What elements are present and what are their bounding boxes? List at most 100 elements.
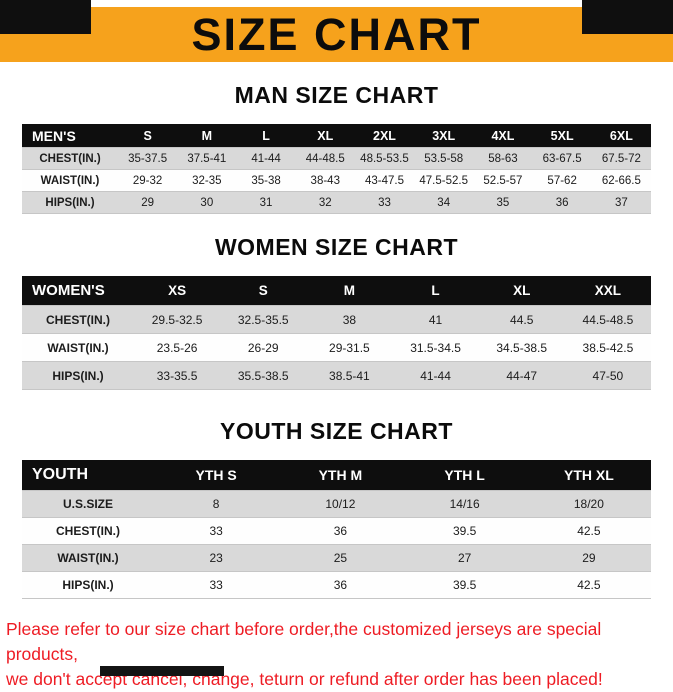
size-value: 27	[402, 544, 527, 572]
women-size-section: WOMEN SIZE CHART WOMEN'S XS S M L XL XXL CHEST(…	[0, 234, 673, 390]
youth-section-heading: YOUTH SIZE CHART	[220, 418, 453, 444]
size-value: 31.5-34.5	[392, 333, 479, 362]
row-label: U.S.SIZE	[22, 490, 154, 518]
size-value: 30	[177, 191, 237, 214]
column-header: XL	[478, 276, 565, 306]
size-value: 32	[295, 191, 355, 214]
size-value: 58-63	[473, 147, 533, 170]
column-header: 4XL	[473, 124, 533, 148]
column-header: YTH M	[278, 460, 403, 491]
size-value: 31	[236, 191, 296, 214]
size-value: 39.5	[402, 571, 527, 599]
youth-size-table: YOUTH YTH S YTH M YTH L YTH XL U.S.SIZE 8 10/12…	[22, 460, 651, 599]
size-value: 33	[354, 191, 415, 214]
table-title-cell: YOUTH	[22, 460, 154, 491]
header-row: WOMEN'S XS S M L XL XXL	[22, 276, 651, 306]
size-value: 32.5-35.5	[220, 305, 307, 334]
table-row: CHEST(IN.) 35-37.5 37.5-41 41-44 44-48.5 48.5…	[22, 147, 651, 170]
size-value: 18/20	[526, 490, 651, 518]
size-value: 29	[118, 191, 178, 214]
size-value: 23.5-26	[134, 333, 221, 362]
row-label: HIPS(IN.)	[22, 571, 154, 599]
size-value: 36	[278, 571, 403, 599]
size-value: 10/12	[278, 490, 403, 518]
size-value: 33	[154, 571, 279, 599]
men-section-heading: MAN SIZE CHART	[234, 82, 439, 108]
size-value: 36	[278, 517, 403, 545]
page-title: SIZE CHART	[191, 9, 482, 60]
size-value: 38.5-41	[306, 361, 393, 390]
men-size-table: MEN'S S M L XL 2XL 3XL 4XL 5XL 6XL CHEST(IN.) 35-37…	[22, 124, 651, 214]
table-row: U.S.SIZE 8 10/12 14/16 18/20	[22, 490, 651, 518]
size-value: 57-62	[532, 169, 592, 192]
row-label: CHEST(IN.)	[22, 305, 134, 334]
size-value: 44-48.5	[295, 147, 355, 170]
size-value: 29-31.5	[306, 333, 393, 362]
size-value: 34	[414, 191, 474, 214]
size-value: 39.5	[402, 517, 527, 545]
size-value: 43-47.5	[354, 169, 415, 192]
size-value: 23	[154, 544, 279, 572]
size-value: 29-32	[118, 169, 178, 192]
size-value: 42.5	[526, 517, 651, 545]
size-value: 38-43	[295, 169, 355, 192]
women-size-table: WOMEN'S XS S M L XL XXL CHEST(IN.) 29.5-32.5 32.5…	[22, 276, 651, 390]
size-value: 35-38	[236, 169, 296, 192]
size-value: 42.5	[526, 571, 651, 599]
size-value: 35.5-38.5	[220, 361, 307, 390]
size-value: 37	[591, 191, 651, 214]
column-header: S	[118, 124, 178, 148]
bottom-edge-decoration	[100, 666, 224, 676]
men-size-section: MAN SIZE CHART MEN'S S M L XL 2XL 3XL 4XL 5XL 6XL…	[0, 82, 673, 214]
table-row: CHEST(IN.) 33 36 39.5 42.5	[22, 517, 651, 545]
size-value: 41	[392, 305, 479, 334]
size-value: 34.5-38.5	[478, 333, 565, 362]
size-value: 33-35.5	[134, 361, 221, 390]
size-value: 37.5-41	[177, 147, 237, 170]
youth-size-section: YOUTH SIZE CHART YOUTH YTH S YTH M YTH L YTH…	[0, 418, 673, 599]
table-row: HIPS(IN.) 33 36 39.5 42.5	[22, 571, 651, 599]
size-value: 47.5-52.5	[414, 169, 474, 192]
column-header: 6XL	[591, 124, 651, 148]
column-header: 5XL	[532, 124, 592, 148]
size-value: 62-66.5	[591, 169, 651, 192]
column-header: S	[220, 276, 307, 306]
column-header: L	[392, 276, 479, 306]
size-value: 41-44	[392, 361, 479, 390]
size-value: 48.5-53.5	[354, 147, 415, 170]
size-value: 32-35	[177, 169, 237, 192]
size-value: 52.5-57	[473, 169, 533, 192]
table-title-cell: MEN'S	[22, 124, 118, 148]
row-label: WAIST(IN.)	[22, 544, 154, 572]
column-header: YTH S	[154, 460, 279, 491]
size-value: 47-50	[564, 361, 651, 390]
size-value: 35-37.5	[118, 147, 178, 170]
size-value: 41-44	[236, 147, 296, 170]
column-header: 3XL	[414, 124, 474, 148]
size-value: 29.5-32.5	[134, 305, 221, 334]
size-value: 29	[526, 544, 651, 572]
column-header: M	[177, 124, 237, 148]
table-row: WAIST(IN.) 29-32 32-35 35-38 38-43 43-47.5 47.…	[22, 169, 651, 192]
table-row: WAIST(IN.) 23.5-26 26-29 29-31.5 31.5-34.5 34…	[22, 333, 651, 362]
size-value: 44-47	[478, 361, 565, 390]
table-row: WAIST(IN.) 23 25 27 29	[22, 544, 651, 572]
size-value: 35	[473, 191, 533, 214]
notice-line-1: Please refer to our size chart before or…	[6, 619, 602, 664]
size-value: 38	[306, 305, 393, 334]
column-header: L	[236, 124, 296, 148]
size-value: 44.5	[478, 305, 565, 334]
table-row: HIPS(IN.) 33-35.5 35.5-38.5 38.5-41 41-44 44-…	[22, 361, 651, 390]
row-label: CHEST(IN.)	[22, 147, 118, 170]
size-value: 53.5-58	[414, 147, 474, 170]
row-label: WAIST(IN.)	[22, 169, 118, 192]
size-value: 44.5-48.5	[564, 305, 651, 334]
row-label: HIPS(IN.)	[22, 361, 134, 390]
size-value: 14/16	[402, 490, 527, 518]
column-header: YTH XL	[526, 460, 651, 491]
size-value: 26-29	[220, 333, 307, 362]
header-row: YOUTH YTH S YTH M YTH L YTH XL	[22, 460, 651, 491]
size-value: 63-67.5	[532, 147, 592, 170]
size-value: 36	[532, 191, 592, 214]
row-label: HIPS(IN.)	[22, 191, 118, 214]
